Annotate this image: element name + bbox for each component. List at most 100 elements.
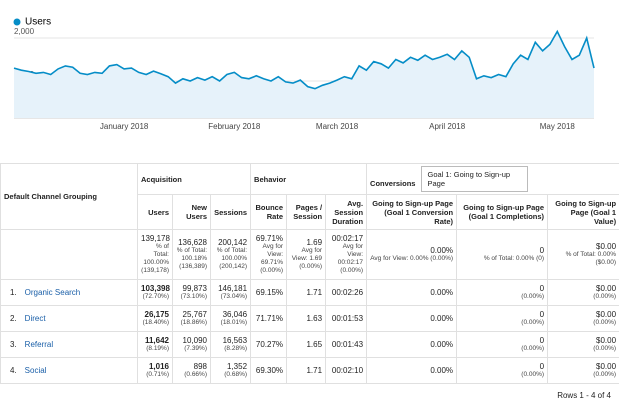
metric-share: (0.00%) <box>521 293 545 300</box>
metric-cell: 1,352 (0.68%) <box>209 357 252 384</box>
metric-value: 00:02:10 <box>331 366 364 375</box>
total-note: % of Total: 100.18% (136,389) <box>176 247 207 270</box>
metric-value: 00:01:43 <box>331 340 364 349</box>
metric-cell: 146,181 (73.04%) <box>209 279 252 306</box>
metric-cell: 0.00% <box>366 331 458 358</box>
metric-value: 0.00% <box>430 314 454 323</box>
channel-link[interactable]: Social <box>24 366 47 375</box>
total-value: 1.69 <box>306 238 323 247</box>
group-header: Conversions Goal 1: Going to Sign-up Page <box>366 163 619 195</box>
metric-value: 71.71% <box>255 314 284 323</box>
metric-value: $0.00 <box>596 284 617 293</box>
metric-value: 1.71 <box>306 366 323 375</box>
total-value: 0.00% <box>430 246 454 255</box>
legend-label: Users <box>25 17 51 28</box>
metric-share: (18.86%) <box>180 319 207 326</box>
metric-value: $0.00 <box>596 362 617 371</box>
metric-value: 00:02:26 <box>331 288 364 297</box>
metric-cell: 11,642 (8.19%) <box>137 331 173 358</box>
column-header[interactable]: Bounce Rate <box>250 194 288 230</box>
row-index: 3. <box>10 340 17 349</box>
area <box>14 31 594 118</box>
data-row: 3. Referral 11,642 (8.19%) 10,090 (7.39%) 16,5… <box>0 331 619 358</box>
metric-value: 0 <box>539 362 545 371</box>
metric-cell: 1.63 <box>286 305 327 332</box>
x-tick-label: January 2018 <box>100 122 149 131</box>
metric-value: 25,767 <box>182 310 207 319</box>
metric-share: (0.00%) <box>521 345 545 352</box>
data-row: 1. Organic Search 103,398 (72.70%) 99,873 (73… <box>0 279 619 306</box>
metric-value: 26,175 <box>144 310 169 319</box>
metric-value: 0.00% <box>430 340 454 349</box>
row-index: 1. <box>10 288 17 297</box>
column-header[interactable]: Going to Sign-up Page (Goal 1 Completion… <box>456 194 549 230</box>
metric-cell: 36,046 (18.01%) <box>209 305 252 332</box>
metric-value: 0.00% <box>430 366 454 375</box>
group-header-label: Conversions <box>370 179 416 188</box>
totals-row: 139,178% of Total: 100.00% (139,178) 136,… <box>0 229 619 280</box>
data-row: 4. Social 1,016 (0.71%) 898 (0.66%) 1,352 (0.68… <box>0 357 619 384</box>
x-tick-label: February 2018 <box>208 122 261 131</box>
metric-cell: 70.27% <box>250 331 288 358</box>
metric-value: 1.63 <box>306 314 323 323</box>
metric-share: (18.01%) <box>220 319 248 326</box>
channel-link[interactable]: Organic Search <box>24 288 81 297</box>
column-header[interactable]: Sessions <box>209 194 252 230</box>
metric-value: 103,398 <box>141 284 170 293</box>
metric-value: 0.00% <box>430 288 454 297</box>
metric-cell: 0.00% <box>366 305 458 332</box>
legend-marker <box>13 18 21 26</box>
metric-share: (0.00%) <box>593 345 617 352</box>
line <box>13 29 595 90</box>
metric-share: (73.04%) <box>220 293 248 300</box>
metric-share: (8.19%) <box>146 345 169 352</box>
goal-dropdown[interactable]: Goal 1: Going to Sign-up Page <box>421 166 529 192</box>
metric-value: 36,046 <box>222 310 248 319</box>
metric-cell: 25,767 (18.86%) <box>172 305 211 332</box>
totals-cell: 69.71% Avg for View: 69.71% (0.00%) <box>250 229 288 280</box>
channel-link[interactable]: Direct <box>24 314 46 323</box>
metric-share: (72.70%) <box>142 293 169 300</box>
total-note: Avg for View: 1.69 (0.00%) <box>291 247 323 270</box>
x-tick-label: May 2018 <box>540 122 576 131</box>
total-note: Avg for View: 0.00% (0.00%) <box>370 255 454 262</box>
metric-cell: 69.15% <box>250 279 288 306</box>
metric-cell: 99,873 (73.10%) <box>172 279 211 306</box>
column-header[interactable]: Avg. Session Duration <box>325 194 368 230</box>
metric-cell: 00:01:43 <box>325 331 368 358</box>
metric-cell: 1.65 <box>286 331 327 358</box>
column-header[interactable]: Pages / Session <box>286 194 327 230</box>
metric-cell: $0.00 (0.00%) <box>547 305 619 332</box>
metric-share: (0.00%) <box>593 371 617 378</box>
totals-cell: 200,142% of Total: 100.00% (200,142) <box>209 229 252 280</box>
metric-value: 0 <box>539 336 545 345</box>
metric-value: 69.15% <box>255 288 284 297</box>
metric-cell: $0.00 (0.00%) <box>547 331 619 358</box>
metric-cell: 00:01:53 <box>325 305 368 332</box>
x-tick-label: April 2018 <box>429 122 466 131</box>
total-note: % of Total: 0.00% ($0.00) <box>565 251 617 266</box>
header-cell: Default Channel Grouping <box>0 163 138 230</box>
metric-cell: 1,016 (0.71%) <box>137 357 173 384</box>
totals-cell: 0% of Total: 0.00% (0) <box>456 229 549 280</box>
metric-value: 146,181 <box>218 284 248 293</box>
metric-cell: 69.30% <box>250 357 288 384</box>
x-tick-label: March 2018 <box>316 122 359 131</box>
total-note: % of Total: 100.00% (139,178) <box>141 243 169 274</box>
column-header[interactable]: New Users <box>172 194 211 230</box>
total-note: % of Total: 100.00% (200,142) <box>216 247 248 270</box>
column-header[interactable]: Going to Sign-up Page (Goal 1 Value) <box>547 194 619 230</box>
column-header[interactable]: Users <box>137 194 173 230</box>
column-header[interactable]: Going to Sign-up Page (Goal 1 Conversion… <box>366 194 458 230</box>
metric-share: (0.71%) <box>146 371 169 378</box>
totals-cell: 00:02:17 Avg for View: 00:02:17 (0.00%) <box>325 229 368 280</box>
metric-value: $0.00 <box>596 336 617 345</box>
metric-value: 10,090 <box>182 336 207 345</box>
row-index: 2. <box>10 314 17 323</box>
metric-cell: 898 (0.66%) <box>172 357 211 384</box>
metric-share: (18.40%) <box>142 319 169 326</box>
metric-value: 1.71 <box>306 288 323 297</box>
channel-link[interactable]: Referral <box>24 340 54 349</box>
